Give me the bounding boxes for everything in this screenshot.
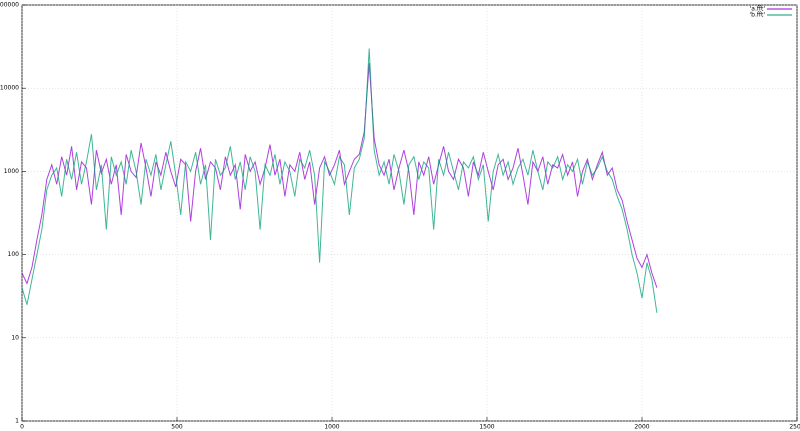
x-tick-label: 2500 xyxy=(789,424,800,431)
x-tick-label: 500 xyxy=(171,424,183,431)
x-tick-label: 2000 xyxy=(634,424,649,431)
data-line xyxy=(21,48,658,313)
y-tick-label: 1 xyxy=(15,418,19,425)
data-line xyxy=(21,63,658,288)
x-tick-label: 1000 xyxy=(324,424,339,431)
y-tick-label: 100 xyxy=(8,251,20,258)
plot-frame xyxy=(21,4,798,422)
x-tick-label: 0 xyxy=(20,424,24,431)
legend-label: 'a.fft' xyxy=(750,6,766,13)
y-tick-label: 10 xyxy=(11,334,19,341)
legend-label: 'b.fft' xyxy=(749,12,765,19)
y-tick-label: 10000 xyxy=(0,85,19,92)
x-tick-label: 1500 xyxy=(479,424,494,431)
y-tick-label: 1000 xyxy=(4,168,19,175)
